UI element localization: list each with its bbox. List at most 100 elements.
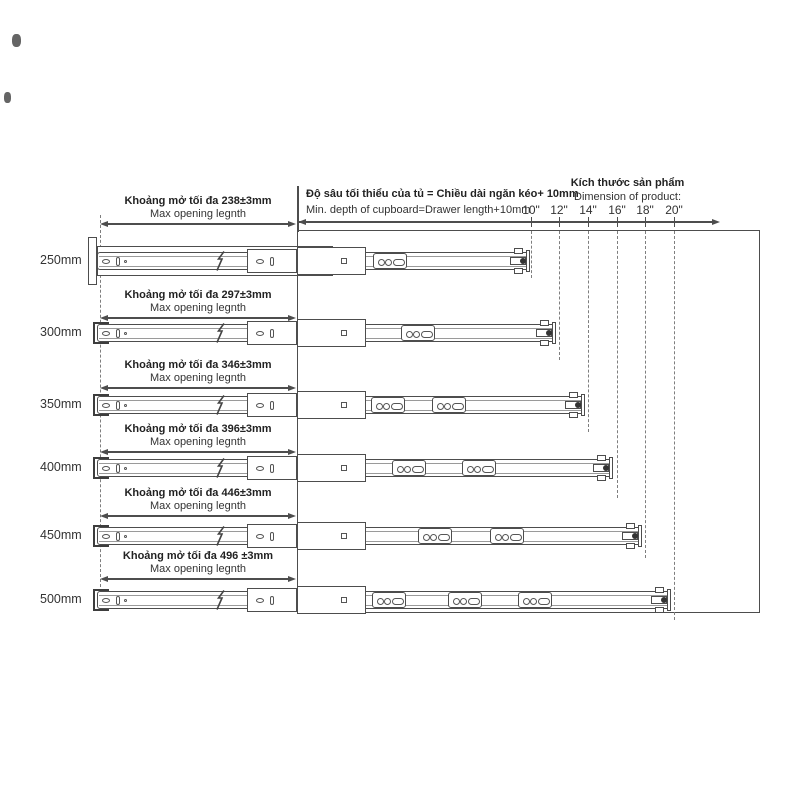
bracket-hole-circle — [377, 597, 384, 605]
bracket-hole-circle — [413, 330, 420, 338]
intermediate-hole-slot — [270, 595, 274, 605]
rear-mount-bracket — [88, 237, 97, 285]
rail-hole-slot — [116, 531, 120, 541]
break-symbol-icon — [215, 590, 227, 610]
front-mount-bracket — [93, 589, 109, 611]
mount-bracket-plate — [392, 460, 426, 476]
intermediate-hole-slot — [270, 463, 274, 473]
cabinet-hole-square — [341, 597, 347, 603]
slide-rail-band — [97, 527, 640, 545]
front-mount-bracket — [93, 394, 109, 416]
intermediate-member — [247, 321, 297, 345]
intermediate-hole-slot — [270, 531, 274, 541]
bracket-hole-oblong — [437, 534, 450, 541]
cabinet-member-section — [297, 247, 366, 275]
rail-hole-slot — [116, 400, 120, 410]
endcap-plate — [667, 589, 671, 611]
endcap-tab-bottom — [655, 607, 664, 613]
rail-hole-slot — [116, 256, 120, 266]
dimension-line — [104, 451, 290, 453]
bracket-hole-oblong — [481, 466, 494, 473]
intermediate-hole-slot — [270, 328, 274, 338]
inch-tick-mark — [673, 217, 675, 227]
rail-hole-slot — [116, 595, 120, 605]
bracket-hole-oblong — [467, 598, 480, 605]
intermediate-hole-slot — [270, 400, 274, 410]
intermediate-hole-oval — [256, 402, 264, 408]
cabinet-member-section — [297, 522, 366, 550]
intermediate-hole-oval — [256, 465, 264, 471]
mount-bracket-plate — [490, 528, 524, 544]
rail-hole-oval — [102, 402, 110, 408]
cabinet-member-section — [297, 391, 366, 419]
mount-bracket-plate — [518, 592, 552, 608]
cabinet-hole-square — [341, 402, 347, 408]
inch-tick-label: 18" — [636, 203, 654, 217]
front-mount-bracket — [93, 525, 109, 547]
cabinet-member-section — [297, 454, 366, 482]
max-opening-label-vi: Khoảng mở tối đa 446±3mm — [124, 487, 272, 499]
dimension-arrow-right-icon — [288, 448, 296, 455]
bracket-hole-circle — [453, 597, 460, 605]
intermediate-hole-oval — [256, 597, 264, 603]
bracket-hole-circle — [378, 258, 385, 266]
dimension-line — [104, 578, 290, 580]
inch-tick-mark — [644, 217, 646, 227]
scale-arrow-left-icon — [298, 219, 306, 225]
bracket-hole-circle — [385, 258, 392, 266]
max-opening-label-en: Max opening legnth — [149, 563, 246, 575]
endcap-tab-bottom — [626, 543, 635, 549]
dimension-arrow-right-icon — [288, 384, 296, 391]
bracket-hole-circle — [460, 597, 467, 605]
mount-bracket-plate — [371, 397, 405, 413]
bracket-hole-circle — [383, 402, 390, 410]
rail-hole-dot — [124, 466, 127, 470]
max-opening-label-en: Max opening legnth — [149, 436, 246, 448]
bracket-hole-oblong — [420, 331, 433, 338]
scale-arrow-right-icon — [712, 219, 720, 225]
inch-tick-label: 16" — [608, 203, 626, 217]
bracket-hole-circle — [404, 465, 411, 473]
bracket-hole-circle — [495, 533, 502, 541]
inch-projection-dashed-line — [617, 231, 618, 498]
endcap-plate — [581, 394, 585, 416]
endcap-tab-top — [626, 523, 635, 529]
inch-tick-mark — [558, 217, 560, 227]
bracket-hole-circle — [530, 597, 537, 605]
size-label: 300mm — [40, 325, 82, 339]
max-opening-label-vi: Khoảng mở tối đa 396±3mm — [124, 423, 272, 435]
rail-hole-slot — [116, 463, 120, 473]
bracket-hole-oblong — [392, 259, 405, 266]
break-symbol-icon — [215, 395, 227, 415]
inch-projection-dashed-line — [559, 231, 560, 360]
inch-projection-dashed-line — [531, 231, 532, 278]
intermediate-member — [247, 393, 297, 417]
bracket-hole-circle — [523, 597, 530, 605]
bracket-hole-oblong — [509, 534, 522, 541]
endcap-pin-dot — [546, 330, 552, 336]
bracket-hole-oblong — [451, 403, 464, 410]
min-depth-note-en: Min. depth of cupboard=Drawer length+10m… — [306, 204, 531, 216]
cabinet-hole-square — [341, 330, 347, 336]
bracket-hole-circle — [376, 402, 383, 410]
dimension-arrow-left-icon — [100, 384, 108, 391]
rail-hole-dot — [124, 598, 127, 602]
mount-bracket-plate — [432, 397, 466, 413]
size-label: 400mm — [40, 460, 82, 474]
intermediate-hole-oval — [256, 330, 264, 336]
inch-scale-line — [298, 221, 713, 223]
endcap-pin-dot — [661, 597, 667, 603]
bracket-hole-circle — [502, 533, 509, 541]
rail-hole-dot — [124, 534, 127, 538]
bracket-hole-circle — [444, 402, 451, 410]
bracket-hole-circle — [397, 465, 404, 473]
break-symbol-icon — [215, 526, 227, 546]
break-symbol-icon — [215, 323, 227, 343]
max-opening-label-en: Max opening legnth — [149, 500, 246, 512]
cabinet-hole-square — [341, 258, 347, 264]
rail-hole-oval — [102, 533, 110, 539]
cabinet-hole-square — [341, 533, 347, 539]
corner-mark — [4, 92, 11, 103]
dimension-arrow-left-icon — [100, 575, 108, 582]
